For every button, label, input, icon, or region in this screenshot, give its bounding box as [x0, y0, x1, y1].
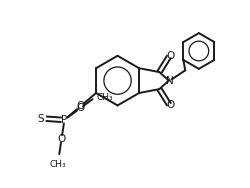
Text: N: N — [166, 76, 174, 86]
Text: P: P — [61, 115, 68, 125]
Text: CH₃: CH₃ — [96, 92, 113, 102]
Text: O: O — [76, 101, 85, 111]
Text: O: O — [76, 103, 84, 113]
Text: S: S — [38, 114, 44, 124]
Text: O: O — [166, 52, 174, 61]
Text: CH₃: CH₃ — [49, 160, 66, 169]
Text: O: O — [58, 134, 66, 144]
Text: O: O — [166, 100, 174, 110]
